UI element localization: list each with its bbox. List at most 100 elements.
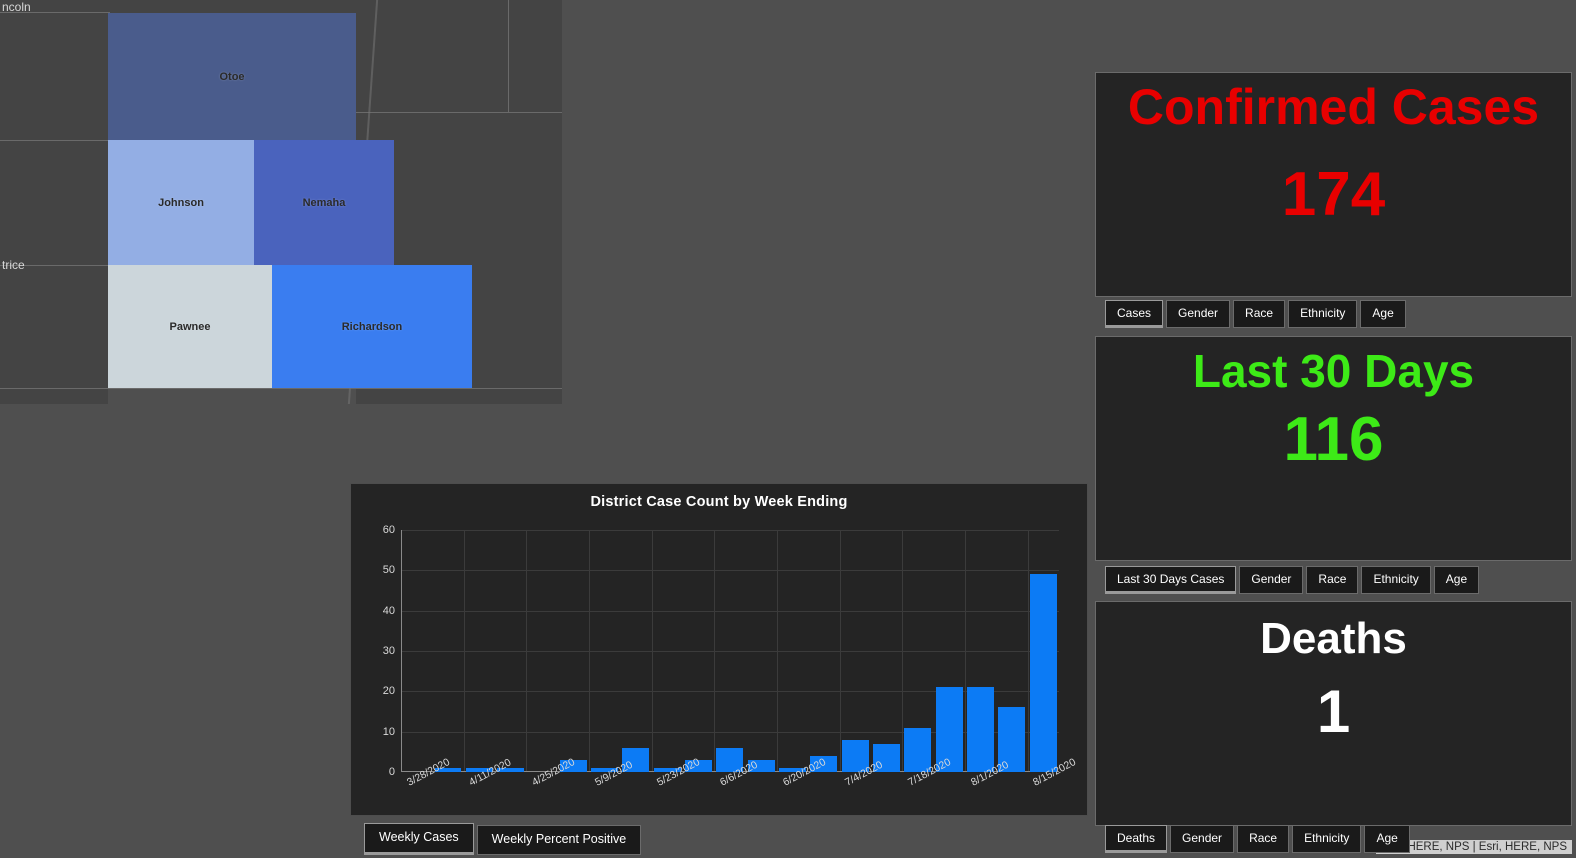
bar[interactable] xyxy=(1029,574,1057,772)
map-county-johnson[interactable]: Johnson xyxy=(108,140,254,265)
bar-cell xyxy=(589,530,620,772)
deaths-panel: Deaths 1 xyxy=(1095,601,1572,826)
map-city-label-lincoln: ncoln xyxy=(2,0,31,14)
bar-cell xyxy=(996,530,1027,772)
map-gridline xyxy=(0,388,562,389)
bar-cell xyxy=(965,530,996,772)
bar-cell xyxy=(401,530,432,772)
weekly-cases-title: District Case Count by Week Ending xyxy=(590,494,848,510)
bar-cell xyxy=(683,530,714,772)
confirmed-cases-panel: Confirmed Cases 174 xyxy=(1095,72,1572,297)
tab-race[interactable]: Race xyxy=(1306,566,1359,594)
y-axis-tick-label: 0 xyxy=(388,766,395,778)
bar[interactable] xyxy=(653,767,681,772)
y-axis-line xyxy=(401,530,402,772)
bar-cell xyxy=(808,530,839,772)
map-county-label: Richardson xyxy=(341,320,403,333)
gridline xyxy=(401,610,1059,612)
map-county-label: Otoe xyxy=(219,70,245,83)
tab-ethnicity[interactable]: Ethnicity xyxy=(1361,566,1431,594)
map-city-label-beatrice: trice xyxy=(2,258,25,272)
bar-cell xyxy=(620,530,651,772)
gridline xyxy=(401,651,1059,652)
tab-cases[interactable]: Cases xyxy=(1105,300,1164,328)
tab-deaths[interactable]: Deaths xyxy=(1105,825,1168,853)
map-gridline xyxy=(0,140,110,141)
bar[interactable] xyxy=(434,767,462,772)
last-30-days-title: Last 30 Days xyxy=(1192,345,1475,397)
bar[interactable] xyxy=(998,707,1026,772)
confirmed-cases-title: Confirmed Cases xyxy=(1127,79,1540,135)
deaths-tabs[interactable]: Deaths Gender Race Ethnicity Age xyxy=(1105,825,1410,853)
weekly-cases-panel: District Case Count by Week Ending 0 10 20… xyxy=(350,483,1088,816)
gridline xyxy=(401,691,1059,693)
tab-age[interactable]: Age xyxy=(1360,300,1406,328)
map-county-pawnee[interactable]: Pawnee xyxy=(108,265,272,388)
deaths-value: 1 xyxy=(1316,678,1351,746)
tab-ethnicity[interactable]: Ethnicity xyxy=(1292,825,1362,853)
bar-cell xyxy=(934,530,965,772)
bar-cell xyxy=(746,530,777,772)
map-county-richardson[interactable]: Richardson xyxy=(272,265,472,388)
y-axis-tick-label: 30 xyxy=(382,645,395,657)
y-axis-tick-label: 50 xyxy=(382,564,395,577)
bar[interactable] xyxy=(747,759,775,772)
bar-cell xyxy=(777,530,808,772)
tab-gender[interactable]: Gender xyxy=(1239,566,1304,594)
bar[interactable] xyxy=(810,755,838,772)
bar[interactable] xyxy=(497,767,525,772)
bar-cell xyxy=(558,530,589,772)
gridline xyxy=(401,570,1059,572)
bar[interactable] xyxy=(904,727,932,772)
bar[interactable] xyxy=(935,687,963,772)
map-county-otoe[interactable]: Otoe xyxy=(108,13,356,140)
bar[interactable] xyxy=(779,767,807,772)
bar-cell xyxy=(902,530,933,772)
tab-gender[interactable]: Gender xyxy=(1170,825,1235,853)
y-axis-tick-label: 10 xyxy=(382,725,395,738)
bar[interactable] xyxy=(685,759,713,772)
bar[interactable] xyxy=(841,739,869,772)
bar-cell xyxy=(871,530,902,772)
confirmed-cases-tabs[interactable]: Cases Gender Race Ethnicity Age xyxy=(1105,300,1406,328)
tab-ethnicity[interactable]: Ethnicity xyxy=(1288,300,1358,328)
tab-race[interactable]: Race xyxy=(1237,825,1290,853)
last-30-days-panel: Last 30 Days 116 xyxy=(1095,336,1572,561)
bar-cell xyxy=(714,530,745,772)
bar[interactable] xyxy=(591,767,619,772)
bar[interactable] xyxy=(716,747,744,772)
map-land-west xyxy=(0,0,108,404)
confirmed-cases-value: 174 xyxy=(1281,159,1386,229)
gridline xyxy=(401,530,1059,531)
bar-cell xyxy=(526,530,557,772)
bar[interactable] xyxy=(559,759,587,772)
weekly-chart-tabs[interactable]: Weekly Cases Weekly Percent Positive xyxy=(364,823,642,855)
bar[interactable] xyxy=(465,767,493,772)
last-30-days-value: 116 xyxy=(1283,405,1384,475)
map-county-nemaha[interactable]: Nemaha xyxy=(254,140,394,265)
bar-cell xyxy=(1028,530,1059,772)
map-county-label: Johnson xyxy=(158,196,204,209)
tab-age[interactable]: Age xyxy=(1433,566,1480,594)
bar[interactable] xyxy=(622,747,650,772)
bar[interactable] xyxy=(873,743,901,772)
weekly-cases-chart: 0 10 20 30 40 50 60 xyxy=(383,524,1059,778)
tab-race[interactable]: Race xyxy=(1233,300,1286,328)
bar-cell xyxy=(432,530,463,772)
tab-gender[interactable]: Gender xyxy=(1166,300,1231,328)
bar-cell xyxy=(840,530,871,772)
tab-weekly-percent-positive[interactable]: Weekly Percent Positive xyxy=(476,825,642,855)
tab-last-30-days-cases[interactable]: Last 30 Days Cases xyxy=(1105,566,1237,594)
tab-age[interactable]: Age xyxy=(1364,825,1410,853)
bar[interactable] xyxy=(967,687,995,772)
map-gridline xyxy=(0,12,110,13)
bar-cell xyxy=(464,530,495,772)
map-gridline xyxy=(0,265,110,266)
map-county-label: Pawnee xyxy=(169,320,211,333)
y-axis-tick-label: 60 xyxy=(382,524,395,536)
tab-weekly-cases[interactable]: Weekly Cases xyxy=(364,823,474,855)
y-axis-tick-label: 40 xyxy=(382,604,395,617)
last-30-days-tabs[interactable]: Last 30 Days Cases Gender Race Ethnicity Age xyxy=(1105,566,1480,594)
